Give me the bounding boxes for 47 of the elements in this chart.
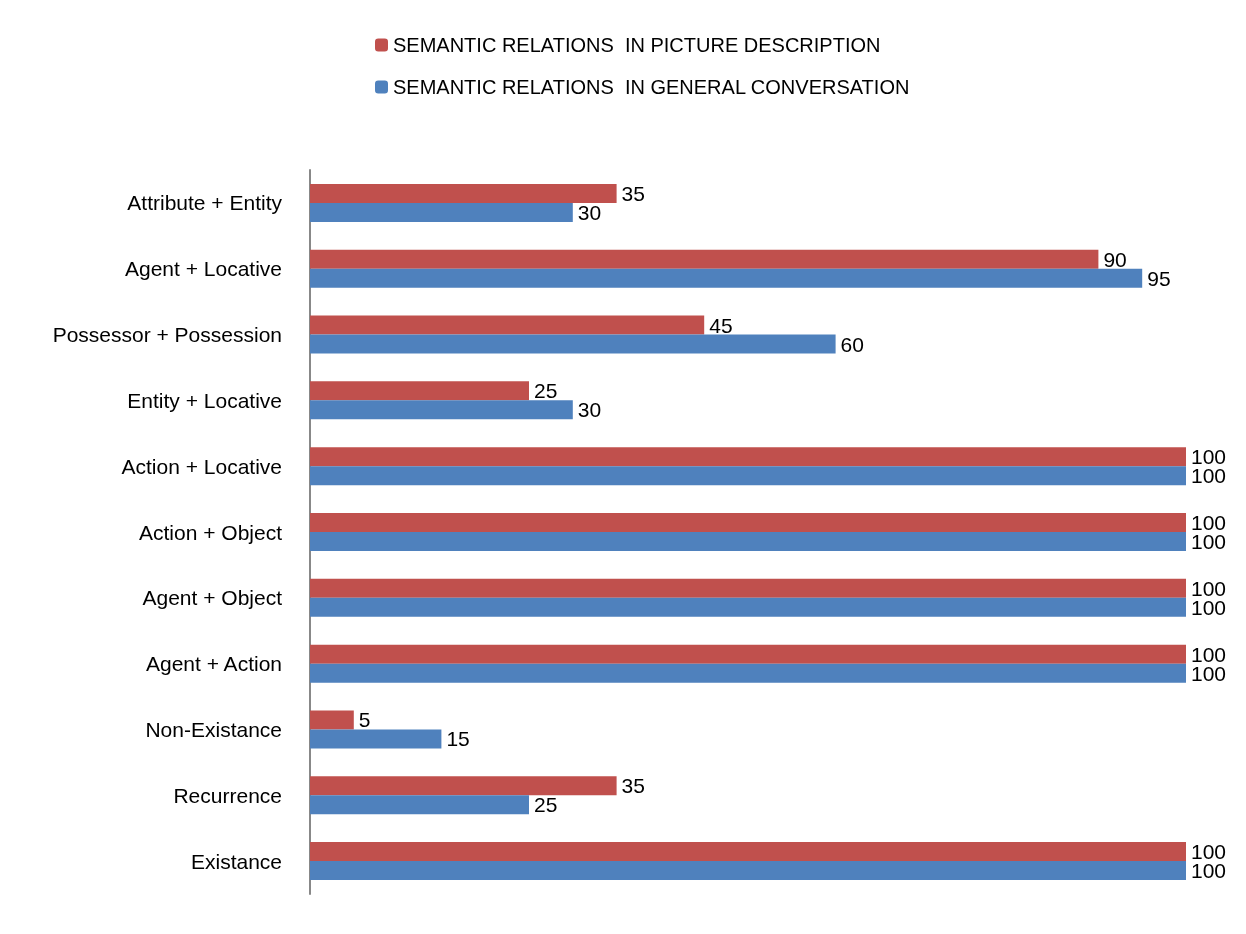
bar xyxy=(310,729,442,749)
bar xyxy=(310,795,529,815)
legend-label: SEMANTIC RELATIONS IN GENERAL CONVERSATION xyxy=(393,76,910,98)
y-tick-label: Agent + Object xyxy=(142,586,283,610)
y-tick-label: Action + Object xyxy=(139,520,283,544)
bar xyxy=(310,202,573,222)
bar xyxy=(310,513,1186,532)
data-label: 95 xyxy=(1147,266,1171,290)
data-label: 45 xyxy=(709,313,733,337)
data-label: 35 xyxy=(621,181,645,205)
bar xyxy=(310,842,1186,862)
data-label: 90 xyxy=(1103,247,1127,271)
bar xyxy=(310,400,573,420)
y-tick-label: Agent + Locative xyxy=(124,257,282,281)
bar xyxy=(310,381,529,401)
data-label: 60 xyxy=(840,332,864,356)
y-tick-label: Non-Existance xyxy=(145,717,282,741)
bar xyxy=(310,268,1143,288)
bar xyxy=(310,183,617,203)
data-label: 5 xyxy=(358,708,371,732)
bar xyxy=(310,644,1186,664)
bar xyxy=(310,447,1186,467)
bar xyxy=(310,663,1186,683)
y-tick-label: Entity + Locative xyxy=(127,388,282,412)
bar xyxy=(310,466,1186,486)
data-label: 25 xyxy=(534,793,558,817)
bar xyxy=(310,578,1186,598)
bar xyxy=(310,315,705,335)
bar xyxy=(310,249,1099,269)
data-label: 25 xyxy=(534,379,558,403)
data-label: 30 xyxy=(577,200,602,224)
legend-label: SEMANTIC RELATIONS IN PICTURE DESCRIPTION xyxy=(393,34,881,56)
bar xyxy=(310,532,1186,551)
y-tick-label: Attribute + Entity xyxy=(127,191,283,215)
data-label: 30 xyxy=(577,398,602,422)
bar xyxy=(310,776,617,796)
y-tick-label: Existance xyxy=(190,849,282,873)
bar xyxy=(310,334,836,354)
y-tick-label: Possessor + Possession xyxy=(52,323,282,347)
data-label: 15 xyxy=(446,727,470,751)
bar xyxy=(310,710,354,730)
data-label: 35 xyxy=(621,774,645,798)
y-tick-label: Recurrence xyxy=(173,783,282,807)
y-tick-label: Action + Locative xyxy=(121,454,282,478)
bar xyxy=(310,597,1186,617)
y-tick-label: Agent + Action xyxy=(145,652,282,676)
bar xyxy=(310,861,1186,881)
